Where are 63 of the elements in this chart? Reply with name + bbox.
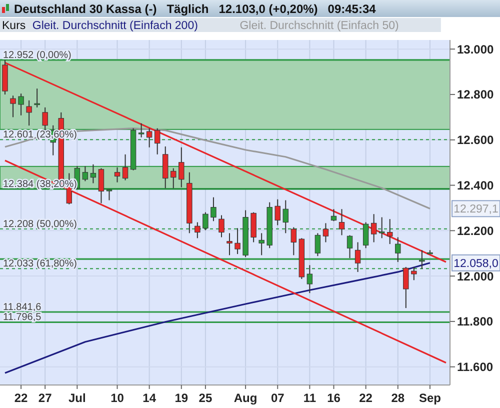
candlestick — [162, 146, 168, 189]
candlestick — [154, 128, 160, 155]
candlestick — [146, 128, 152, 148]
candlestick — [234, 228, 240, 255]
candlestick — [370, 214, 377, 243]
x-tick-label: 07 — [270, 391, 285, 405]
candlestick — [194, 222, 200, 239]
text: Gleit. Durchschnitt (Einfach 50) — [240, 20, 400, 32]
candlestick — [403, 266, 409, 309]
candlestick — [178, 146, 184, 188]
legend-label: Kurs — [2, 20, 26, 32]
candlestick — [98, 168, 104, 204]
ref-line-label: 12.033 (61,80%) — [3, 258, 77, 270]
candlestick — [10, 95, 16, 118]
x-tick-label: 27 — [38, 391, 52, 405]
candlestick — [210, 196, 216, 222]
candlestick — [226, 232, 232, 256]
x-tick-label: 25 — [198, 391, 212, 405]
ref-line-label: 12.208 (50,00%) — [3, 218, 77, 230]
x-tick-label: 11 — [303, 391, 316, 405]
x-tick-label: 14 — [142, 391, 156, 405]
y-tick-label: 12.000 — [457, 269, 494, 284]
x-tick-label: 10 — [110, 391, 124, 405]
line-series — [4, 127, 431, 210]
x-tick-label: 16 — [327, 391, 341, 405]
ref-line-label: 11.841,6 — [3, 302, 42, 314]
text: 12.297,1 — [454, 204, 498, 216]
y-tick-label: 11.600 — [457, 360, 494, 374]
y-tick-label: 12.600 — [457, 133, 494, 148]
x-tick-label: 19 — [174, 391, 188, 405]
candlestick — [338, 208, 345, 236]
candlestick — [26, 100, 32, 126]
x-tick-label: Jul — [68, 391, 86, 405]
candlestick — [290, 226, 297, 256]
candlestick — [387, 218, 393, 245]
chart-title: Deutschland 30 Kassa (-) Täglich 12.103,0 (+0,20%) 09:45:34 — [14, 2, 376, 16]
y-tick-label: 11.800 — [457, 314, 494, 329]
x-tick-label: Aug — [234, 391, 258, 405]
candlestick — [274, 198, 280, 226]
candlestick — [411, 266, 417, 281]
candlestick — [170, 168, 176, 189]
candlestick — [122, 154, 128, 181]
y-tick-label: 13.000 — [457, 42, 494, 56]
ref-line-label: 11.796,5 — [3, 312, 42, 324]
candlestick — [258, 232, 264, 256]
candlestick — [314, 232, 321, 257]
x-tick-label: Sep — [418, 391, 441, 405]
text: 12.058,0 — [454, 258, 498, 270]
x-tick-label: 28 — [391, 391, 405, 405]
text: Gleit. Durchschnitt (Einfach 200) — [32, 20, 198, 32]
y-tick-label: 12.400 — [457, 178, 494, 192]
candlestick — [330, 208, 337, 222]
y-tick-label: 12.200 — [457, 224, 494, 238]
candlestick — [18, 93, 24, 116]
x-tick-label: 22 — [359, 391, 373, 405]
candlestick — [218, 214, 224, 238]
candlestick — [354, 242, 361, 272]
candlestick — [322, 222, 329, 243]
candlestick — [34, 88, 40, 108]
ref-line-label: 12.952 (0,00%) — [3, 50, 72, 61]
y-tick-label: 12.800 — [457, 88, 494, 102]
candlestick — [114, 166, 120, 183]
x-tick-label: 22 — [14, 391, 28, 405]
